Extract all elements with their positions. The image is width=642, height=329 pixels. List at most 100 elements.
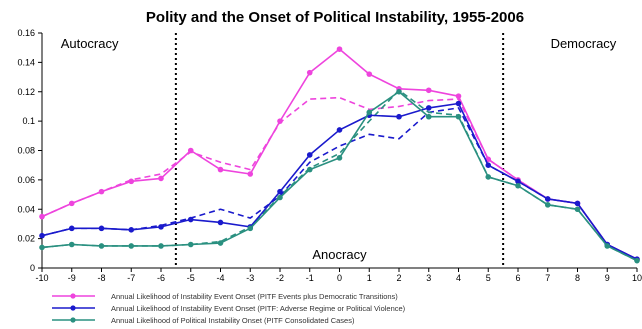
y-tick-label: 0.02 (17, 234, 35, 244)
x-tick-label: 0 (337, 273, 342, 283)
region-boundaries (174, 33, 505, 268)
legend-entry-label: Annual Likelihood of Instability Event O… (111, 292, 398, 301)
data-point (128, 178, 135, 185)
region-labels: Autocracy Anocracy Democracy (61, 36, 617, 262)
data-point (425, 87, 432, 94)
data-point (366, 109, 373, 116)
y-tick-label: 0.1 (22, 116, 35, 126)
legend-swatch-marker (70, 305, 76, 311)
data-point (455, 93, 462, 99)
data-point (425, 105, 432, 111)
y-tick-label: 0.12 (17, 87, 35, 97)
data-point (187, 216, 194, 223)
data-point (247, 225, 254, 232)
data-point (306, 166, 313, 173)
series-line-1-dashed (41, 96, 638, 260)
data-point (187, 241, 194, 248)
data-point (187, 147, 194, 154)
region-label-democracy: Democracy (551, 36, 617, 51)
data-point (98, 225, 105, 232)
data-point (277, 118, 283, 124)
data-point (306, 69, 313, 76)
data-point (68, 225, 75, 232)
data-point (515, 178, 521, 185)
data-point (158, 243, 164, 249)
x-tick-label: 1 (367, 273, 372, 283)
y-tick-label: 0.06 (17, 175, 35, 185)
region-label-autocracy: Autocracy (61, 36, 119, 51)
series-layer (39, 46, 640, 264)
data-point (247, 171, 254, 177)
data-point (306, 152, 313, 158)
data-point (574, 200, 581, 207)
x-tick-label: 9 (605, 273, 610, 283)
data-point (336, 155, 343, 161)
data-point (544, 202, 551, 208)
x-tick-label: -10 (35, 273, 48, 283)
x-tick-label: 10 (632, 273, 642, 283)
data-point (336, 127, 343, 133)
y-tick-label: 0.14 (17, 57, 35, 67)
data-point (277, 188, 283, 195)
x-tick-label: -8 (97, 273, 105, 283)
x-tick-label: 2 (396, 273, 401, 283)
data-point (604, 243, 611, 249)
x-tick-label: -5 (187, 273, 195, 283)
data-point (98, 188, 105, 195)
legend-entry-label: Annual Likelihood of Instability Event O… (111, 304, 406, 313)
y-tick-label: 0.16 (17, 28, 35, 38)
data-point (128, 243, 135, 249)
legend-entry-label: Annual Likelihood of Political Instabili… (111, 316, 355, 325)
legend-swatch-marker (70, 317, 76, 323)
data-point (515, 182, 521, 189)
x-tick-label: -6 (157, 273, 165, 283)
data-point (217, 240, 224, 246)
data-point (544, 196, 551, 202)
x-tick-label: 5 (486, 273, 491, 283)
legend: Annual Likelihood of Instability Event O… (52, 292, 406, 325)
data-point (128, 227, 135, 233)
x-tick-label: -2 (276, 273, 284, 283)
data-point (39, 244, 45, 251)
data-point (158, 224, 164, 230)
x-tick-label: 4 (456, 273, 461, 283)
data-point (455, 113, 462, 120)
data-point (396, 88, 402, 95)
data-point (336, 46, 343, 52)
data-point (455, 100, 462, 107)
data-point (39, 213, 45, 220)
axes: 00.020.040.060.080.10.120.140.16-10 -9 -8-… (17, 28, 642, 283)
data-point (277, 194, 283, 201)
legend-swatch-marker (70, 293, 76, 299)
series-line-5-dashed (41, 89, 638, 262)
chart-title: Polity and the Onset of Political Instab… (146, 9, 524, 26)
data-point (485, 162, 492, 168)
x-tick-label: -4 (216, 273, 224, 283)
data-point (425, 113, 432, 120)
data-point (98, 243, 105, 249)
y-tick-label: 0.08 (17, 146, 35, 156)
data-point (485, 174, 492, 180)
data-point (396, 113, 402, 120)
x-tick-label: -3 (246, 273, 254, 283)
data-point (39, 232, 45, 239)
data-point (217, 166, 224, 173)
data-point (366, 71, 373, 77)
y-tick-label: 0.04 (17, 204, 35, 214)
x-tick-label: 6 (515, 273, 520, 283)
x-tick-label: 3 (426, 273, 431, 283)
data-point (68, 200, 75, 207)
data-point (68, 241, 75, 248)
x-tick-label: -9 (68, 273, 76, 283)
x-tick-label: 7 (545, 273, 550, 283)
x-tick-label: -1 (306, 273, 314, 283)
x-tick-label: 8 (575, 273, 580, 283)
data-point (158, 175, 164, 182)
series-line-4-solid (41, 90, 638, 262)
region-label-anocracy: Anocracy (312, 247, 367, 262)
data-point (634, 257, 640, 264)
x-tick-label: -7 (127, 273, 135, 283)
data-point (574, 206, 581, 213)
y-tick-label: 0 (30, 263, 35, 273)
